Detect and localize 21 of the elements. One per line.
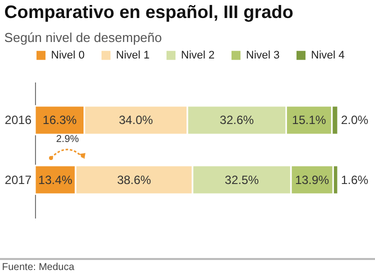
legend-label: Nivel 3 (246, 49, 280, 62)
data-label: 13.9% (295, 172, 330, 187)
annotation: 2.9% (56, 134, 79, 144)
y-tick-label: 2017 (4, 172, 32, 187)
chart-title: Comparativo en español, III grado (4, 2, 294, 22)
data-label: 13.4% (38, 172, 73, 187)
data-label: 32.5% (224, 172, 260, 187)
data-label: 2.0% (341, 113, 369, 128)
y-tick-label: 2016 (4, 113, 32, 128)
chart-subtitle: Según nivel de desempeño (4, 30, 162, 45)
legend-label: Nivel 4 (311, 49, 345, 62)
data-label: 15.1% (292, 113, 326, 128)
data-label: 16.3% (42, 113, 78, 128)
data-label: 32.6% (220, 113, 254, 128)
data-label: 38.6% (117, 172, 152, 187)
source-note: Fuente: Meduca (0, 258, 375, 273)
legend-label: Nivel 2 (181, 49, 215, 62)
data-label: 1.6% (341, 172, 369, 187)
data-label: 34.0% (118, 113, 154, 128)
legend-label: Nivel 0 (51, 49, 85, 62)
legend-label: Nivel 1 (116, 49, 150, 62)
